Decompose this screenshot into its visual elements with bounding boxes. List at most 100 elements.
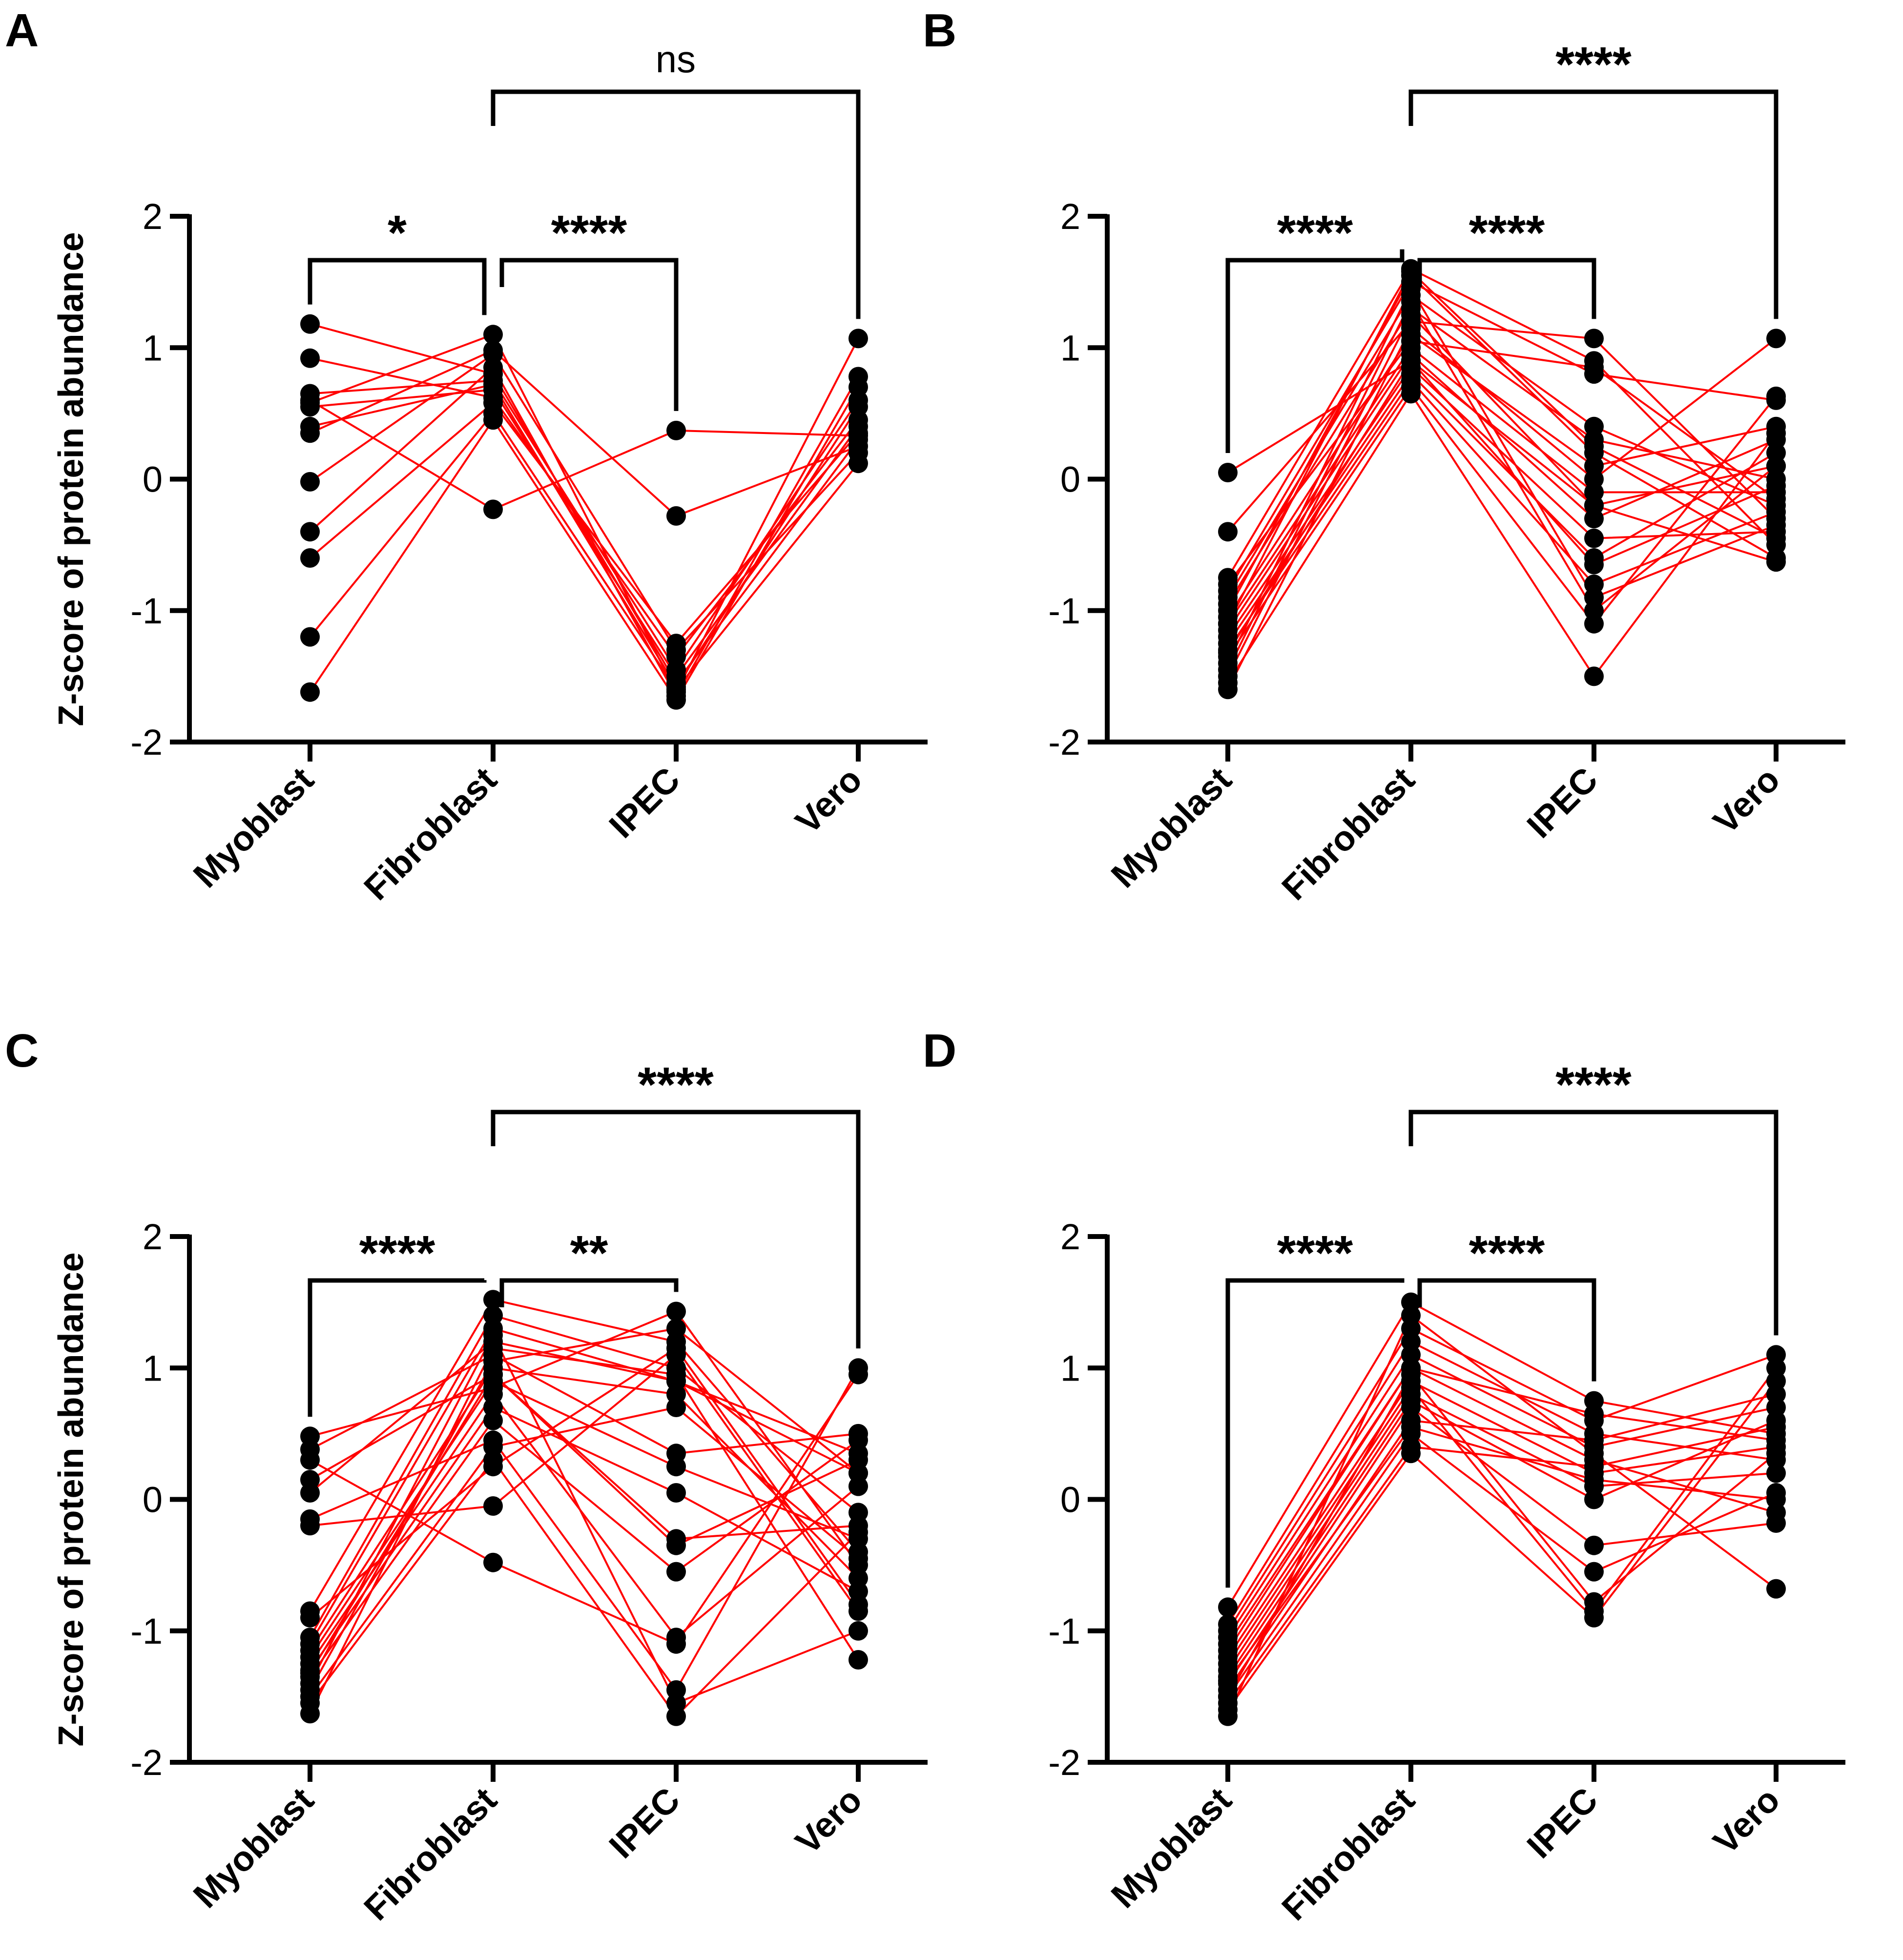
series-line — [1227, 307, 1777, 605]
data-point — [300, 1663, 320, 1683]
data-point — [1584, 1608, 1604, 1628]
data-point — [1766, 1513, 1786, 1533]
data-point — [1401, 262, 1421, 282]
series-line — [310, 1367, 859, 1692]
series-line — [1227, 1426, 1777, 1704]
data-point — [300, 390, 320, 410]
significance-bracket — [308, 1278, 487, 1417]
panel-b: B -2 -1 0 1 2 Myoblast Fibroblast IPEC Vero **** **… — [923, 4, 1845, 908]
data-point — [1584, 1535, 1604, 1555]
data-point — [666, 1457, 686, 1477]
series-line — [1227, 385, 1777, 658]
series-line — [310, 357, 859, 659]
data-point — [1584, 1404, 1604, 1424]
data-point — [848, 1503, 868, 1523]
data-point — [483, 1364, 503, 1384]
data-point — [483, 1496, 503, 1516]
data-point — [300, 1450, 320, 1470]
data-point — [1584, 469, 1604, 489]
series-line — [1227, 392, 1777, 683]
series-line — [1227, 1399, 1777, 1678]
series-line — [1227, 372, 1777, 644]
series-line — [309, 1458, 859, 1718]
series-line — [309, 401, 859, 645]
series-line — [310, 1373, 859, 1540]
y-tick-label: 2 — [1060, 1217, 1080, 1257]
data-point — [1766, 1430, 1786, 1450]
y-tick-label: 1 — [1060, 1348, 1080, 1388]
data-point — [1766, 1489, 1786, 1509]
data-point — [483, 374, 503, 394]
data-point — [300, 1704, 320, 1724]
data-point — [666, 1364, 686, 1384]
series-line — [1227, 1380, 1777, 1711]
data-point — [666, 1634, 686, 1654]
significance-label: **** — [551, 206, 627, 260]
series-line — [1227, 299, 1777, 670]
series-line — [1227, 1373, 1777, 1697]
data-point — [483, 1338, 503, 1358]
series-line — [1227, 1327, 1777, 1625]
series-line — [309, 1327, 859, 1645]
significance-bracket — [1225, 1278, 1405, 1588]
data-point — [666, 1562, 686, 1582]
data-point — [1218, 1687, 1238, 1707]
significance-label: ** — [570, 1226, 608, 1280]
series-line — [309, 1298, 859, 1612]
data-point — [483, 340, 503, 360]
data-point — [1401, 1444, 1421, 1464]
significance-bracket — [491, 89, 861, 319]
data-point — [1766, 1463, 1786, 1483]
significance-label: **** — [359, 1226, 435, 1280]
data-point — [848, 1650, 868, 1670]
y-tick-label: 1 — [143, 1348, 163, 1388]
y-tick-label: 1 — [1060, 328, 1080, 368]
data-point — [1766, 1371, 1786, 1391]
data-point — [1766, 476, 1786, 495]
y-tick-label: -1 — [130, 1611, 163, 1651]
data-point — [1218, 642, 1238, 662]
data-point — [1218, 1597, 1238, 1617]
significance-bracket — [491, 1110, 861, 1349]
data-point — [1584, 528, 1604, 548]
significance-label: **** — [1555, 1057, 1632, 1112]
series-line — [310, 1354, 859, 1455]
significance-label: **** — [1555, 37, 1632, 92]
data-point — [666, 506, 686, 526]
series-line — [309, 352, 859, 652]
data-point — [1401, 331, 1421, 351]
y-tick-label: 2 — [143, 1217, 163, 1257]
data-point — [848, 1430, 868, 1450]
x-tick-label: Myoblast — [1104, 760, 1239, 895]
y-tick-label: -1 — [1048, 1611, 1080, 1651]
y-tick-label: 0 — [1060, 1480, 1080, 1520]
data-point — [848, 1548, 868, 1568]
data-point — [1401, 351, 1421, 371]
significance-label: ns — [656, 38, 696, 81]
series-line — [309, 1333, 859, 1705]
data-point — [300, 1483, 320, 1503]
significance-bracket — [1225, 249, 1405, 454]
data-point — [1584, 436, 1604, 456]
series-line — [309, 1406, 859, 1697]
y-tick-label: 1 — [143, 328, 163, 368]
x-tick-label: Fibroblast — [1275, 760, 1423, 908]
data-point — [1766, 386, 1786, 406]
data-point — [1218, 1671, 1238, 1691]
data-point — [1218, 463, 1238, 482]
data-point — [1584, 495, 1604, 516]
x-tick-label: Fibroblast — [1275, 1780, 1423, 1928]
data-point — [1584, 666, 1604, 686]
x-tick-label: Vero — [1706, 1780, 1787, 1862]
series-line — [1227, 1426, 1777, 1682]
panel-c: C -2 -1 0 1 2 Z-score of protein abundance Myob… — [5, 1025, 928, 1928]
data-point — [666, 1338, 686, 1358]
significance-label: **** — [638, 1057, 714, 1112]
series-line — [1227, 359, 1777, 653]
y-tick-label: -2 — [130, 1742, 163, 1783]
data-point — [848, 1522, 868, 1542]
data-point — [1401, 384, 1421, 404]
data-point — [848, 454, 868, 474]
series-line — [1227, 286, 1777, 664]
series-line — [1227, 326, 1777, 690]
